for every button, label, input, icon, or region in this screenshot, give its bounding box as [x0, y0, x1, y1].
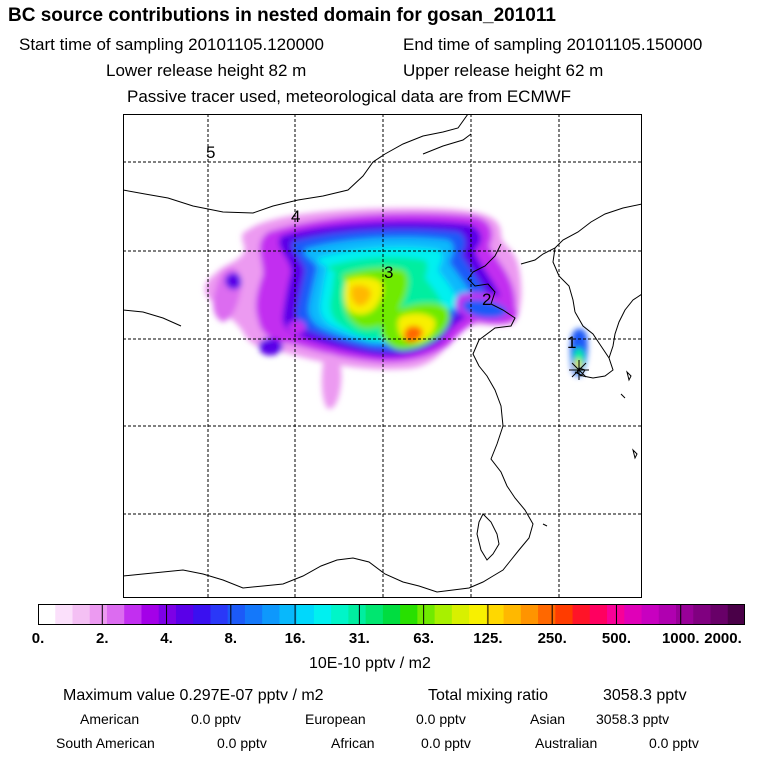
colorbar-swatch	[434, 604, 453, 625]
map-frame	[123, 114, 642, 598]
colorbar-swatch	[227, 604, 246, 625]
colorbar-swatch	[158, 604, 177, 625]
region-name-south-american: South American	[56, 735, 155, 751]
region-value-african: 0.0 pptv	[421, 735, 471, 751]
colorbar-swatch	[727, 604, 745, 625]
receptor-asterisk-marker	[569, 360, 589, 380]
colorbar-swatch	[676, 604, 694, 625]
colorbar-swatch	[262, 604, 280, 625]
total-mixing-ratio-label: Total mixing ratio	[428, 687, 549, 704]
colorbar-swatch	[400, 604, 418, 625]
region-name-american: American	[80, 711, 140, 727]
region-name-european: European	[305, 711, 366, 727]
colorbar-swatch	[693, 604, 712, 625]
sampling-end: End time of sampling 20101105.150000	[403, 35, 703, 54]
colorbar-swatch	[55, 604, 73, 625]
point-label-3: 3	[384, 263, 393, 282]
colorbar-swatch	[538, 604, 556, 625]
colorbar-frame	[38, 604, 745, 625]
colorbar-swatch	[503, 604, 522, 625]
colorbar-tick-label: 63.	[413, 630, 435, 647]
colorbar-swatch	[658, 604, 677, 625]
colorbar-swatch	[210, 604, 229, 625]
colorbar-swatch	[572, 604, 591, 625]
colorbar-swatch	[555, 604, 574, 625]
colorbar-swatch	[382, 604, 401, 625]
colorbar-tick-label: 2.	[96, 630, 109, 647]
colorbar-swatch	[486, 604, 505, 625]
colorbar-swatch	[72, 604, 91, 625]
colorbar-swatch	[469, 604, 487, 625]
point-label-2: 2	[482, 290, 491, 309]
colorbar-swatch	[331, 604, 349, 625]
colorbar-tick-label: 0.	[31, 630, 45, 647]
colorbar-swatch	[106, 604, 125, 625]
colorbar-tick-label: 500.	[601, 630, 632, 647]
colorbar-swatch	[607, 604, 625, 625]
colorbar-swatch	[38, 604, 56, 625]
region-name-african: African	[331, 735, 375, 751]
colorbar-tick-label: 8.	[224, 630, 238, 647]
colorbar-swatch	[175, 604, 194, 625]
colorbar-swatch	[279, 604, 298, 625]
colorbar-swatch	[89, 604, 108, 625]
region-value-american: 0.0 pptv	[191, 711, 241, 727]
source-contribution-map: 1 2 3 4 5	[123, 114, 642, 598]
colorbar	[38, 604, 745, 625]
colorbar-swatch	[141, 604, 160, 625]
tracer-note: Passive tracer used, meteorological data…	[127, 87, 572, 106]
colorbar-swatch	[710, 604, 729, 625]
point-label-1: 1	[567, 333, 576, 352]
maximum-value: Maximum value 0.297E-07 pptv / m2	[63, 687, 324, 704]
colorbar-swatch	[348, 604, 367, 625]
colorbar-swatch	[624, 604, 643, 625]
point-label-4: 4	[291, 207, 300, 226]
figure-title: BC source contributions in nested domain…	[8, 5, 556, 26]
lat-lon-grid	[123, 114, 642, 598]
colorbar-swatch	[124, 604, 142, 625]
colorbar-swatch	[641, 604, 660, 625]
point-label-5: 5	[206, 143, 215, 162]
colorbar-tick-label: 1000.	[661, 630, 700, 647]
colorbar-tick-label: 125.	[473, 630, 503, 647]
colorbar-swatch	[417, 604, 436, 625]
upper-release-height: Upper release height 62 m	[403, 61, 604, 80]
region-value-south-american: 0.0 pptv	[217, 735, 267, 751]
colorbar-swatch	[296, 604, 315, 625]
colorbar-swatch	[589, 604, 608, 625]
colorbar-swatch	[244, 604, 263, 625]
colorbar-swatch	[451, 604, 470, 625]
colorbar-unit: 10E-10 pptv / m2	[309, 655, 431, 672]
region-value-australian: 0.0 pptv	[649, 735, 699, 751]
colorbar-tick-label: 4.	[160, 630, 173, 647]
lower-release-height: Lower release height 82 m	[106, 61, 307, 80]
colorbar-tick-label: 16.	[284, 630, 306, 647]
colorbar-swatch	[520, 604, 539, 625]
region-value-european: 0.0 pptv	[416, 711, 466, 727]
colorbar-swatch	[365, 604, 384, 625]
total-mixing-ratio-value: 3058.3 pptv	[603, 687, 687, 704]
region-name-asian: Asian	[530, 711, 566, 727]
colorbar-tick-label: 31.	[348, 630, 370, 647]
colorbar-tick-label: 2000.	[704, 630, 742, 647]
colorbar-tick-label: 250.	[537, 630, 567, 647]
colorbar-swatch	[193, 604, 211, 625]
colorbar-swatch	[313, 604, 332, 625]
region-name-australian: Australian	[535, 735, 598, 751]
tracer-plume	[204, 208, 588, 409]
sampling-start: Start time of sampling 20101105.120000	[19, 35, 324, 54]
region-value-asian: 3058.3 pptv	[596, 711, 670, 727]
coastlines	[123, 114, 642, 593]
